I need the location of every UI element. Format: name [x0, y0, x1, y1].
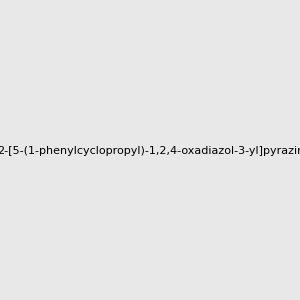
Text: 2-[5-(1-phenylcyclopropyl)-1,2,4-oxadiazol-3-yl]pyrazine: 2-[5-(1-phenylcyclopropyl)-1,2,4-oxadiaz… — [0, 146, 300, 157]
